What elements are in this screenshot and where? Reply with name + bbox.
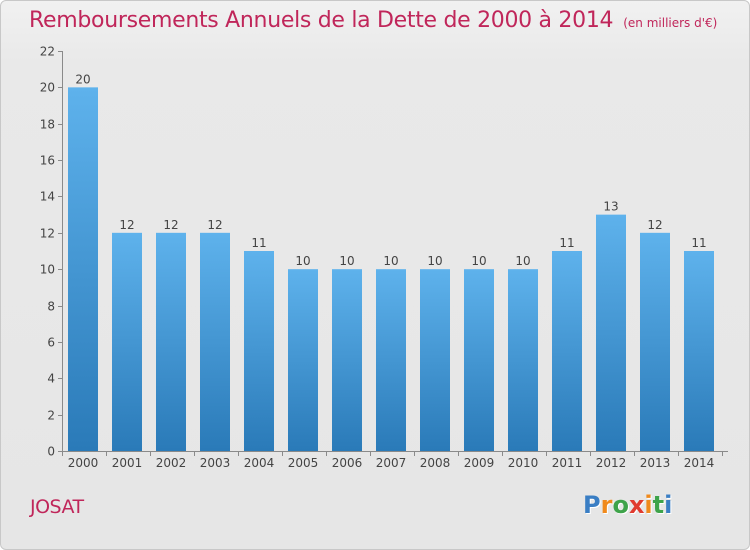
chart-subtitle: (en milliers d'€) bbox=[623, 16, 718, 30]
x-tick-label-2006: 2006 bbox=[332, 456, 363, 470]
logo-letter: x bbox=[628, 491, 645, 519]
y-tick-label: 0 bbox=[47, 445, 55, 459]
bar-2010 bbox=[508, 269, 538, 451]
logo-letter: i bbox=[664, 491, 673, 519]
bar-2008 bbox=[420, 269, 450, 451]
y-tick-label: 16 bbox=[40, 154, 55, 168]
logo-letter: o bbox=[612, 491, 629, 519]
bar-2004 bbox=[244, 251, 274, 451]
x-tick-label-2008: 2008 bbox=[420, 456, 451, 470]
data-label-2010: 10 bbox=[515, 254, 530, 268]
logo-letter: t bbox=[652, 491, 665, 519]
data-label-2001: 12 bbox=[119, 218, 134, 232]
town-name: JOSAT bbox=[30, 496, 84, 518]
x-tick-label-2011: 2011 bbox=[552, 456, 583, 470]
x-tick-label-2002: 2002 bbox=[156, 456, 187, 470]
x-tick-label-2013: 2013 bbox=[640, 456, 671, 470]
y-tick-label: 8 bbox=[47, 300, 55, 314]
y-tick-label: 22 bbox=[40, 45, 55, 59]
logo-letter: P bbox=[583, 491, 601, 519]
data-label-2013: 12 bbox=[647, 218, 662, 232]
y-tick-label: 14 bbox=[40, 190, 55, 204]
data-label-2011: 11 bbox=[559, 236, 574, 250]
data-label-2007: 10 bbox=[383, 254, 398, 268]
bar-2001 bbox=[112, 232, 142, 451]
x-tick-label-2014: 2014 bbox=[684, 456, 715, 470]
y-tick-label: 2 bbox=[47, 409, 55, 423]
bar-2005 bbox=[288, 269, 318, 451]
data-label-2012: 13 bbox=[603, 200, 618, 214]
data-label-2002: 12 bbox=[163, 218, 178, 232]
x-tick-label-2010: 2010 bbox=[508, 456, 539, 470]
data-label-2005: 10 bbox=[295, 254, 310, 268]
bar-2000 bbox=[68, 87, 98, 451]
chart-title-text: Remboursements Annuels de la Dette de 20… bbox=[29, 8, 614, 33]
y-tick-label: 20 bbox=[40, 81, 55, 95]
y-tick-label: 6 bbox=[47, 336, 55, 350]
x-tick-label-2009: 2009 bbox=[464, 456, 495, 470]
bar-2002 bbox=[156, 232, 186, 451]
logo-letter: r bbox=[600, 491, 613, 519]
data-label-2006: 10 bbox=[339, 254, 354, 268]
data-label-2008: 10 bbox=[427, 254, 442, 268]
bar-2013 bbox=[640, 232, 670, 451]
bar-2009 bbox=[464, 269, 494, 451]
x-tick-label-2004: 2004 bbox=[244, 456, 275, 470]
x-tick-label-2007: 2007 bbox=[376, 456, 407, 470]
data-label-2000: 20 bbox=[75, 72, 90, 86]
y-tick-label: 12 bbox=[40, 227, 55, 241]
x-tick-label-2003: 2003 bbox=[200, 456, 231, 470]
bar-2012 bbox=[596, 214, 626, 451]
bar-2011 bbox=[552, 251, 582, 451]
proxiti-logo: Proxiti bbox=[583, 491, 672, 519]
logo-letter: i bbox=[644, 491, 653, 519]
x-tick-label-2005: 2005 bbox=[288, 456, 319, 470]
bar-2007 bbox=[376, 269, 406, 451]
x-tick-label-2000: 2000 bbox=[68, 456, 99, 470]
bar-2003 bbox=[200, 232, 230, 451]
x-tick-label-2001: 2001 bbox=[112, 456, 143, 470]
chart-bars bbox=[68, 87, 714, 451]
x-tick-label-2012: 2012 bbox=[596, 456, 627, 470]
data-label-2009: 10 bbox=[471, 254, 486, 268]
chart-labels: 20 2000 12 2001 12 2002 12 2003 11 2004 10 2005 10 20… bbox=[68, 72, 715, 470]
y-tick-label: 10 bbox=[40, 263, 55, 277]
chart-axes: 0 2 4 6 8 10 12 14 16 18 20 22 bbox=[40, 45, 728, 459]
bar-2006 bbox=[332, 269, 362, 451]
data-label-2014: 11 bbox=[691, 236, 706, 250]
data-label-2003: 12 bbox=[207, 218, 222, 232]
chart-title: Remboursements Annuels de la Dette de 20… bbox=[29, 8, 717, 33]
y-tick-label: 18 bbox=[40, 118, 55, 132]
y-tick-label: 4 bbox=[47, 372, 55, 386]
bar-2014 bbox=[684, 251, 714, 451]
data-label-2004: 11 bbox=[251, 236, 266, 250]
